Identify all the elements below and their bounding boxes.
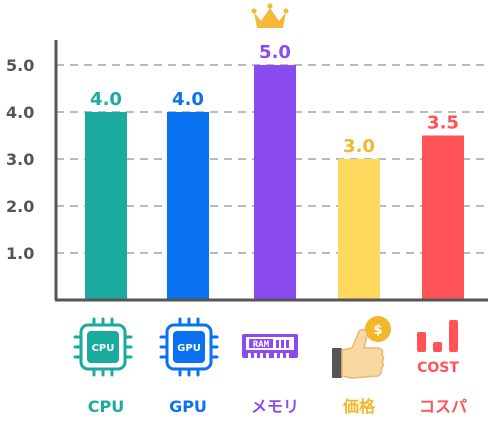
cpu-chip-icon: CPU [73,317,133,377]
bar-5 [422,135,464,300]
value-label: 3.5 [427,113,459,134]
thumbs-up-coin-icon: $ [332,316,391,379]
bar-2 [167,112,209,300]
category-labels: CPU GPU メモリ 価格 コスパ [88,397,467,416]
y-tick-label: 1.0 [6,244,34,263]
value-label: 3.0 [343,136,375,157]
ram-module-icon: RAM [242,334,298,358]
value-label: 4.0 [90,89,122,110]
cost-bars-icon: COST [417,320,459,376]
cost-icon-text: COST [417,360,459,376]
ram-icon-text: RAM [253,340,270,350]
bar-1 [85,112,127,300]
y-tick-label: 5.0 [6,56,34,75]
coin-dollar-text: $ [373,323,382,338]
category-label: コスパ [419,397,467,416]
bar-3 [254,65,296,300]
y-tick-label: 3.0 [6,150,34,169]
value-label: 5.0 [259,42,291,63]
value-label: 4.0 [172,89,204,110]
cpu-icon-text: CPU [92,343,115,354]
bar-4 [338,159,380,300]
gpu-icon-text: GPU [177,343,201,354]
y-tick-label: 4.0 [6,103,34,122]
crown-icon [251,3,289,28]
category-label: 価格 [342,397,376,416]
bars [85,65,464,300]
y-tick-label: 2.0 [6,197,34,216]
category-label: CPU [88,397,124,416]
y-axis-tick-labels: 1.0 2.0 3.0 4.0 5.0 [6,56,34,263]
category-label: GPU [169,397,207,416]
category-label: メモリ [251,397,299,416]
gpu-chip-icon: GPU [159,317,219,377]
value-labels: 4.0 4.0 5.0 3.0 3.5 [90,42,459,157]
